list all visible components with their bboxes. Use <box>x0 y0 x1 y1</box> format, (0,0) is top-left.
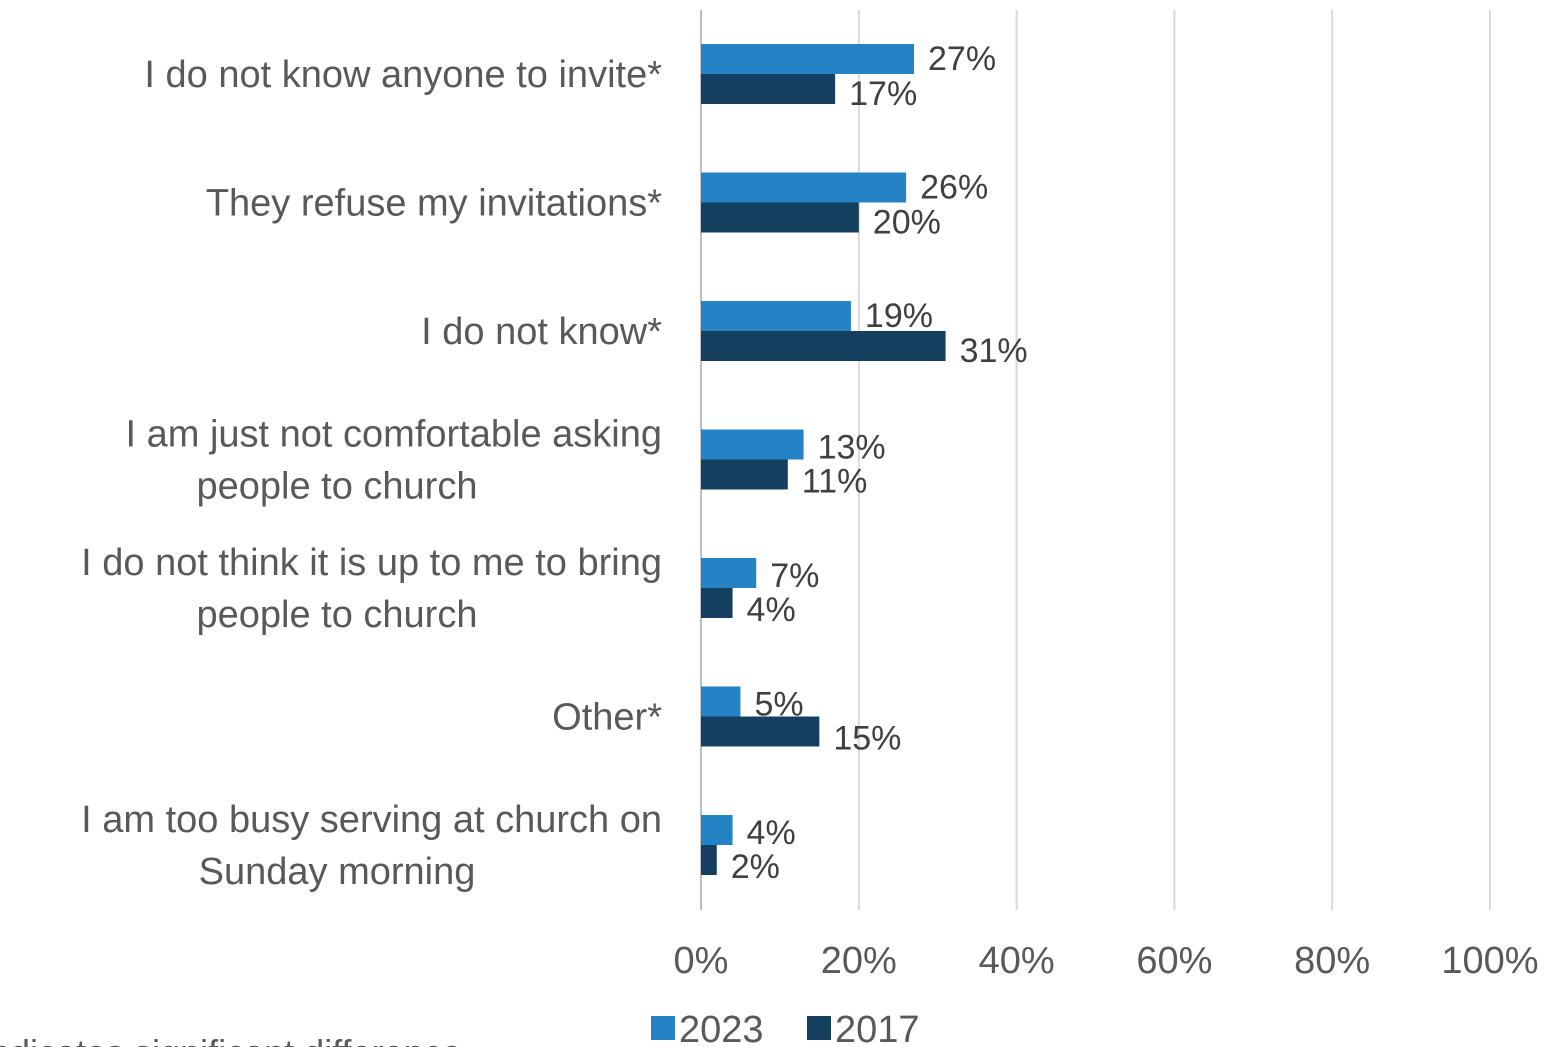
bar-2017-1 <box>701 202 859 233</box>
category-label-5-line-0: Other* <box>552 697 662 739</box>
x-tick-label-100: 100% <box>1441 940 1538 982</box>
legend: 2023 2017 <box>651 1009 920 1047</box>
bar-2017-0 <box>701 74 836 104</box>
x-tick-label-20: 20% <box>821 940 897 982</box>
x-tick-label-0: 0% <box>674 940 729 982</box>
data-labels: 27%17%26%20%19%31%13%11%7%4%5%15%4%2% <box>731 40 1028 886</box>
category-label-3-line-1: people to church <box>197 466 478 508</box>
data-label-2023-6: 4% <box>747 814 796 852</box>
x-axis-tick-labels: 0% 20% 40% 60% 80% 100% <box>674 940 1539 982</box>
category-label-4-line-0: I do not think it is up to me to bring <box>81 542 662 584</box>
category-label-0-line-0: I do not know anyone to invite* <box>144 54 662 96</box>
data-label-2017-6: 2% <box>731 848 780 886</box>
bar-2017-2 <box>701 331 946 361</box>
data-label-2017-0: 17% <box>849 75 917 113</box>
bar-2023-0 <box>701 44 915 74</box>
x-tick-label-80: 80% <box>1294 940 1370 982</box>
data-label-2023-5: 5% <box>754 686 803 724</box>
bar-2023-3 <box>701 429 804 460</box>
bar-2017-4 <box>701 588 733 618</box>
bar-2017-5 <box>701 716 820 747</box>
gridlines <box>700 10 1491 910</box>
data-label-2023-2: 19% <box>865 297 933 335</box>
legend-swatch-2023 <box>651 1016 675 1040</box>
data-label-2023-0: 27% <box>928 40 996 78</box>
data-label-2017-5: 15% <box>833 720 901 758</box>
footnote: *Indicates significant difference <box>0 1032 462 1047</box>
data-label-2023-4: 7% <box>770 557 819 595</box>
legend-swatch-2017 <box>807 1016 831 1040</box>
legend-label-2023: 2023 <box>679 1009 764 1047</box>
category-labels: I do not know anyone to invite* They refu… <box>81 54 662 893</box>
data-label-2017-2: 31% <box>960 332 1028 370</box>
category-label-3-line-0: I am just not comfortable asking <box>126 414 662 456</box>
bars <box>701 44 946 875</box>
bar-2023-5 <box>701 686 741 717</box>
x-tick-label-60: 60% <box>1136 940 1212 982</box>
data-label-2017-3: 11% <box>802 463 868 501</box>
bar-2023-6 <box>701 815 733 845</box>
bar-2017-3 <box>701 459 788 490</box>
data-label-2023-3: 13% <box>818 429 886 467</box>
bar-2023-2 <box>701 301 851 331</box>
data-label-2017-1: 20% <box>873 204 941 242</box>
category-label-1-line-0: They refuse my invitations* <box>206 183 662 225</box>
bar-2017-6 <box>701 845 717 875</box>
legend-label-2017: 2017 <box>835 1009 920 1047</box>
category-label-4-line-1: people to church <box>197 594 478 636</box>
bar-2023-1 <box>701 172 907 203</box>
category-label-2-line-0: I do not know* <box>421 311 662 353</box>
data-label-2023-1: 26% <box>920 169 988 207</box>
data-label-2017-4: 4% <box>747 591 796 629</box>
category-label-6-line-1: Sunday morning <box>199 851 476 893</box>
bar-2023-4 <box>701 558 757 588</box>
category-label-6-line-0: I am too busy serving at church on <box>81 799 662 841</box>
x-tick-label-40: 40% <box>979 940 1055 982</box>
